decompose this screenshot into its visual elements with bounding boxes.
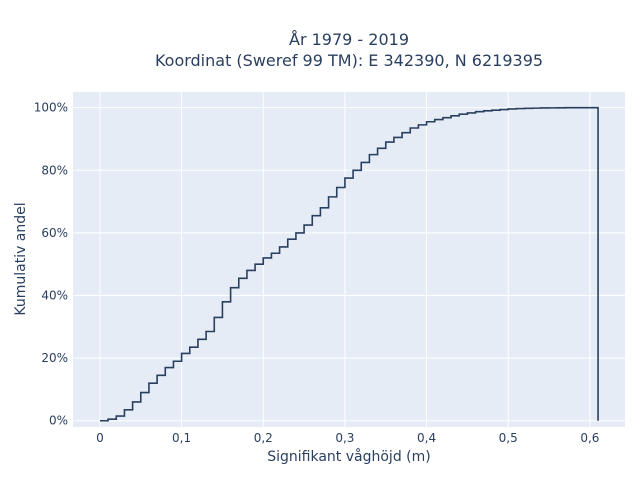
y-tick-label: 0%: [49, 414, 68, 428]
tick-labels: 0 0,1 0,2 0,3 0,4 0,5 0,6 0% 20% 40% 60% 80% 100%: [34, 101, 600, 445]
chart-title-line-2: Koordinat (Sweref 99 TM): E 342390, N 62…: [155, 51, 543, 70]
chart-title-line-1: År 1979 - 2019: [289, 30, 409, 49]
x-axis-title: Signifikant våghöjd (m): [267, 448, 430, 465]
x-tick-label: 0: [96, 431, 104, 445]
y-tick-label: 20%: [41, 351, 68, 365]
x-tick-label: 0,5: [499, 431, 518, 445]
y-tick-label: 80%: [41, 163, 68, 177]
x-tick-label: 0,1: [172, 431, 191, 445]
cumulative-step-line: [99, 106, 599, 422]
y-tick-label: 100%: [34, 101, 68, 115]
y-axis-title: Kumulativ andel: [13, 202, 29, 315]
y-tick-label: 60%: [41, 226, 68, 240]
y-tick-label: 40%: [41, 289, 68, 303]
series-group: [99, 106, 599, 422]
x-tick-label: 0,6: [580, 431, 599, 445]
x-tick-label: 0,3: [335, 431, 354, 445]
x-tick-label: 0,2: [254, 431, 273, 445]
plot-area: [73, 92, 625, 427]
x-tick-label: 0,4: [417, 431, 436, 445]
